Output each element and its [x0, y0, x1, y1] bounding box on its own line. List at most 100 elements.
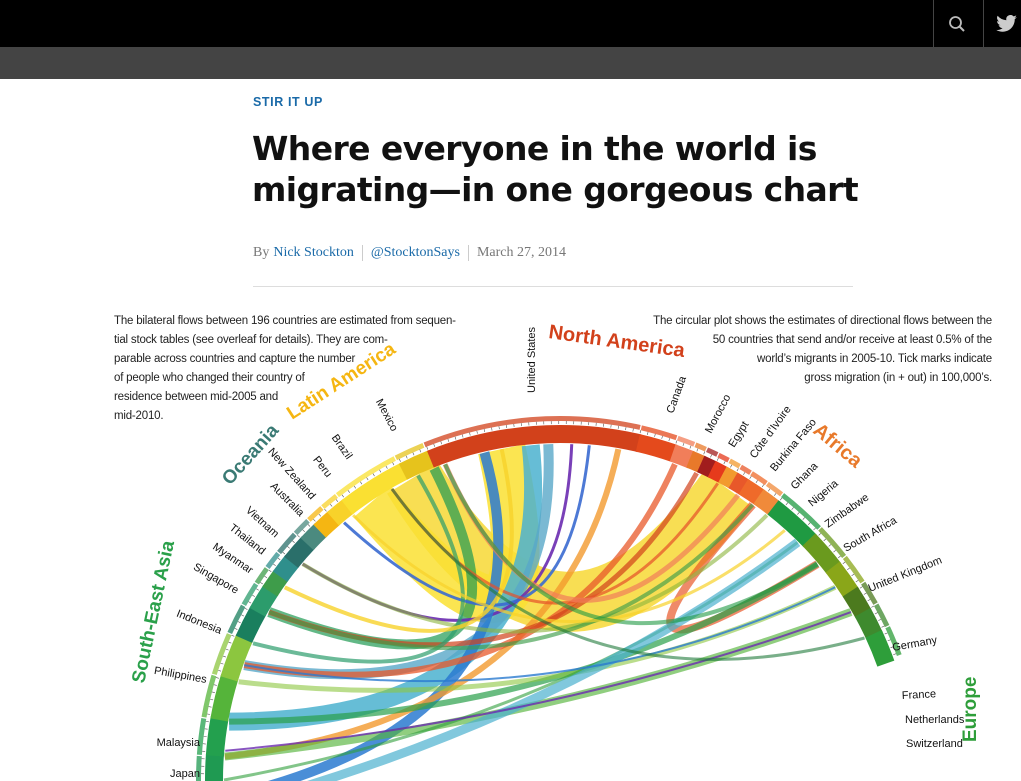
country-label: United States [526, 326, 538, 393]
tick-ring-segment [739, 464, 752, 475]
gross-migration-tick [222, 655, 227, 658]
migration-chord-figure: The bilateral flows between 196 countrie… [0, 300, 1021, 781]
migration-flow-ribbon [225, 611, 852, 752]
migration-flow-ribbon [283, 448, 514, 633]
gross-migration-tick [277, 557, 281, 561]
region-label-south-east-asia: South-East Asia [128, 538, 179, 685]
country-arc-segment [427, 425, 642, 468]
publish-date: March 27, 2014 [476, 245, 567, 260]
gross-migration-tick [208, 706, 212, 708]
gross-migration-tick [454, 436, 457, 440]
gross-migration-tick [813, 527, 816, 531]
gross-migration-tick [353, 485, 357, 489]
country-arc-segment [697, 455, 718, 479]
caption-left-line: mid-2010. [114, 410, 163, 422]
tick-ring-segment [676, 435, 696, 447]
tick-ring-segment [842, 555, 865, 584]
gross-migration-tick [859, 586, 863, 589]
gross-migration-tick [302, 529, 305, 533]
region-label-north-america: North America [547, 321, 687, 362]
gross-migration-tick [228, 641, 232, 644]
caption-left-line: residence between mid-2005 and [114, 391, 278, 403]
country-label: South Africa [842, 514, 900, 554]
gross-migration-tick [252, 594, 256, 597]
byline-divider [467, 245, 469, 261]
country-arc-segment [249, 584, 279, 617]
gross-migration-tick [682, 442, 685, 447]
gross-migration-tick [287, 546, 290, 549]
gross-migration-tick [398, 458, 401, 462]
gross-migration-tick [874, 612, 878, 615]
gross-migration-tick [802, 517, 806, 520]
gross-migration-tick [654, 433, 656, 437]
gross-migration-tick [405, 455, 408, 459]
migration-flow-ribbon [390, 488, 865, 661]
header-rule [253, 286, 853, 287]
gross-migration-tick [366, 477, 369, 481]
gross-migration-tick [210, 698, 214, 701]
author-link[interactable]: Nick Stockton [273, 245, 354, 260]
gross-migration-tick [867, 599, 871, 602]
twitter-share-button[interactable] [985, 0, 1021, 47]
tick-ring-segment [321, 493, 338, 510]
gross-migration-tick [313, 518, 316, 522]
tick-ring-segment [781, 493, 821, 530]
twitter-icon [996, 14, 1017, 32]
gross-migration-tick [625, 427, 627, 431]
secondary-bar [0, 47, 1021, 79]
gross-migration-tick [215, 677, 219, 679]
author-twitter-link[interactable]: @StocktonSays [370, 245, 460, 260]
gross-migration-tick [372, 473, 375, 477]
search-button[interactable] [935, 0, 979, 47]
chord-diagram: The bilateral flows between 196 countrie… [114, 315, 992, 781]
gross-migration-tick [871, 605, 875, 608]
gross-migration-tick [292, 540, 295, 543]
gross-migration-tick [743, 472, 746, 476]
gross-migration-tick [823, 538, 827, 542]
country-label: Ghana [789, 460, 821, 492]
gross-migration-tick [419, 449, 422, 453]
tick-ring-segment [307, 506, 324, 522]
tick-ring-segment [885, 626, 902, 657]
gross-migration-tick [749, 476, 752, 479]
gross-migration-tick [661, 435, 663, 439]
migration-flow-ribbon [268, 503, 755, 651]
region-label-africa: Africa [809, 419, 867, 473]
caption-right-line: gross migration (in + out) in 100,000’s. [804, 372, 992, 384]
tick-ring-segment [728, 458, 741, 469]
gross-migration-tick [639, 430, 642, 434]
country-arc-segment [718, 466, 740, 490]
caption-right: The circular plot shows the estimates of… [653, 315, 992, 384]
country-label: Malaysia [157, 737, 201, 749]
gross-migration-tick [256, 588, 259, 591]
gross-migration-tick [668, 438, 671, 442]
gross-migration-tick [379, 469, 382, 473]
tick-ring-segment [201, 674, 217, 718]
country-arc-segment [707, 460, 729, 484]
gross-migration-tick [264, 575, 268, 579]
migration-flow-ribbon [229, 561, 819, 725]
gross-migration-tick [426, 446, 429, 450]
gross-migration-tick [412, 452, 415, 456]
gross-migration-tick [689, 445, 692, 449]
gross-migration-tick [268, 569, 272, 572]
gross-migration-tick [807, 522, 811, 525]
migration-flows [223, 443, 865, 781]
article-kicker[interactable]: STIR IT UP [253, 95, 323, 109]
country-arc-segment [865, 629, 895, 667]
caption-left-line: The bilateral flows between 196 countrie… [114, 315, 456, 327]
gross-migration-tick [890, 646, 894, 649]
country-arc-segment [205, 716, 229, 757]
country-label: Brazil [329, 432, 355, 461]
country-arc-segment [205, 753, 224, 781]
gross-migration-tick [483, 429, 486, 433]
gross-migration-tick [818, 533, 822, 536]
country-label: Switzerland [906, 738, 963, 750]
country-arc-segment [210, 674, 239, 722]
gross-migration-tick [710, 454, 712, 458]
tick-ring-segment [861, 581, 878, 605]
gross-migration-tick [218, 669, 222, 672]
gross-migration-tick [248, 601, 252, 604]
headline-line-2: migrating—in one gorgeous chart [252, 170, 859, 209]
gross-migration-tick [828, 544, 832, 547]
